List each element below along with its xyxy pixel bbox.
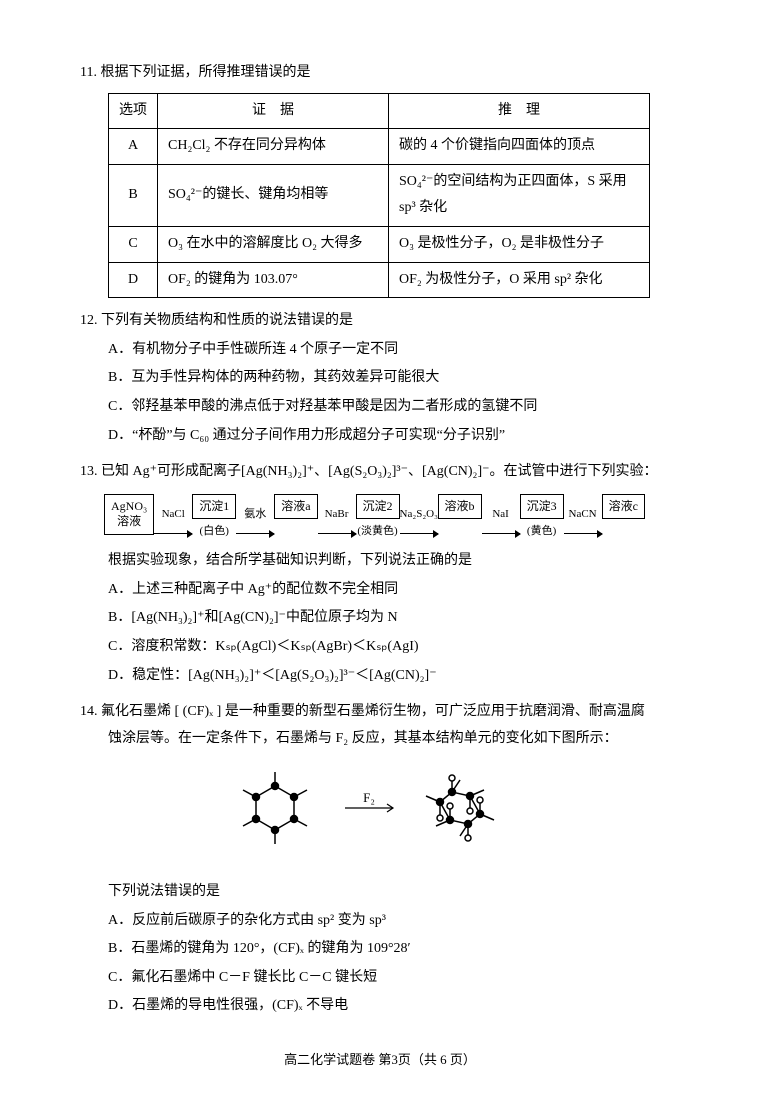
q11-text: 根据下列证据，所得推理错误的是 — [100, 65, 310, 80]
flow-node: 沉淀3 (黄色) — [520, 494, 564, 542]
q13-flow-diagram: AgNO₃ 溶液 NaCl 沉淀1 (白色) 氨水 溶液a NaBr 沉淀2 (… — [104, 494, 680, 542]
q11-stem: 11. 根据下列证据，所得推理错误的是 — [80, 60, 680, 87]
q14-opt-c: C．氟化石墨烯中 C－F 键长比 C－C 键长短 — [108, 965, 680, 992]
flow-arrow: NaCN — [564, 504, 602, 534]
q14-options: 下列说法错误的是 A．反应前后碳原子的杂化方式由 sp² 变为 sp³ B．石墨… — [80, 879, 680, 1020]
q11-th-2: 推 理 — [389, 93, 650, 129]
q12-opt-c: C．邻羟基苯甲酸的沸点低于对羟基苯甲酸是因为二者形成的氢键不同 — [108, 394, 680, 421]
flow-box: 溶液c — [602, 494, 645, 520]
q11-th-1: 证 据 — [158, 93, 389, 129]
cell: SO₄²⁻的空间结构为正四面体，S 采用 sp³ 杂化 — [389, 164, 650, 226]
arrow-label: NaCN — [569, 508, 597, 520]
cell: C — [109, 226, 158, 262]
q14-text1: 氟化石墨烯 [ (CF)ₓ ] 是一种重要的新型石墨烯衍生物，可广泛应用于抗磨润… — [101, 704, 645, 719]
q12-opt-b: B．互为手性异构体的两种药物，其药效差异可能很大 — [108, 365, 680, 392]
flow-sub: (黄色) — [527, 521, 556, 542]
cell: O₃ 在水中的溶解度比 O₂ 大得多 — [158, 226, 389, 262]
cell: OF₂ 的键角为 103.07° — [158, 262, 389, 298]
question-12: 12. 下列有关物质结构和性质的说法错误的是 A．有机物分子中手性碳所连 4 个… — [80, 308, 680, 449]
flow-node: 溶液a — [274, 494, 317, 522]
q12-text: 下列有关物质结构和性质的说法错误的是 — [101, 313, 353, 328]
question-14: 14. 氟化石墨烯 [ (CF)ₓ ] 是一种重要的新型石墨烯衍生物，可广泛应用… — [80, 699, 680, 1020]
q14-opt-d: D．石墨烯的导电性很强，(CF)ₓ 不导电 — [108, 993, 680, 1020]
cell: A — [109, 129, 158, 165]
q14-figure: F₂ — [80, 758, 680, 869]
flow-box: 溶液a — [274, 494, 317, 520]
q13-stem: 13. 已知 Ag⁺可形成配离子[Ag(NH₃)₂]⁺、[Ag(S₂O₃)₂]³… — [80, 459, 680, 486]
q11-table: 选项 证 据 推 理 A CH₂Cl₂ 不存在同分异构体 碳的 4 个价键指向四… — [108, 93, 650, 299]
flow-arrow: NaBr — [318, 504, 356, 534]
q13-subtext: 根据实验现象，结合所学基础知识判断，下列说法正确的是 — [80, 548, 680, 575]
q13-opt-b: B．[Ag(NH₃)₂]⁺和[Ag(CN)₂]⁻中配位原子均为 N — [108, 605, 680, 632]
table-row: A CH₂Cl₂ 不存在同分异构体 碳的 4 个价键指向四面体的顶点 — [109, 129, 650, 165]
cell: CH₂Cl₂ 不存在同分异构体 — [158, 129, 389, 165]
q13-opt-c: C．溶度积常数：Kₛₚ(AgCl)＜Kₛₚ(AgBr)＜Kₛₚ(AgI) — [108, 634, 680, 661]
arrow-label: NaCl — [162, 508, 185, 520]
q13-text: 已知 Ag⁺可形成配离子[Ag(NH₃)₂]⁺、[Ag(S₂O₃)₂]³⁻、[A… — [101, 464, 658, 479]
q13-opt-a: A．上述三种配离子中 Ag⁺的配位数不完全相同 — [108, 577, 680, 604]
question-13: 13. 已知 Ag⁺可形成配离子[Ag(NH₃)₂]⁺、[Ag(S₂O₃)₂]³… — [80, 459, 680, 689]
q12-options: A．有机物分子中手性碳所连 4 个原子一定不同 B．互为手性异构体的两种药物，其… — [80, 337, 680, 449]
arrow-label: NaBr — [325, 508, 349, 520]
flow-sub: (淡黄色) — [357, 521, 397, 542]
graphene-reaction-icon: F₂ — [220, 758, 540, 858]
q12-stem: 12. 下列有关物质结构和性质的说法错误的是 — [80, 308, 680, 335]
cell: OF₂ 为极性分子，O 采用 sp² 杂化 — [389, 262, 650, 298]
arrow-label: NaI — [492, 508, 509, 520]
q13-num: 13. — [80, 464, 98, 479]
flow-node: 沉淀1 (白色) — [192, 494, 236, 542]
cell: O₃ 是极性分子，O₂ 是非极性分子 — [389, 226, 650, 262]
table-row: D OF₂ 的键角为 103.07° OF₂ 为极性分子，O 采用 sp² 杂化 — [109, 262, 650, 298]
flow-box: 沉淀1 — [192, 494, 236, 520]
flow-arrow: NaCl — [154, 504, 192, 534]
q11-th-0: 选项 — [109, 93, 158, 129]
flow-arrow: Na₂S₂O₃ — [400, 504, 438, 534]
page-footer: 高二化学试题卷 第3页（共 6 页） — [80, 1048, 680, 1073]
flow-arrow: NaI — [482, 504, 520, 534]
arrow-label: Na₂S₂O₃ — [400, 508, 438, 520]
flow-node: 溶液c — [602, 494, 645, 522]
flow-sub: (白色) — [200, 521, 229, 542]
cell: SO₄²⁻的键长、键角均相等 — [158, 164, 389, 226]
cell: 碳的 4 个价键指向四面体的顶点 — [389, 129, 650, 165]
q12-opt-a: A．有机物分子中手性碳所连 4 个原子一定不同 — [108, 337, 680, 364]
q14-stem: 14. 氟化石墨烯 [ (CF)ₓ ] 是一种重要的新型石墨烯衍生物，可广泛应用… — [80, 699, 680, 726]
q11-num: 11. — [80, 65, 97, 80]
q13-sub: 根据实验现象，结合所学基础知识判断，下列说法正确的是 A．上述三种配离子中 Ag… — [80, 548, 680, 689]
flow-box: 溶液b — [438, 494, 482, 520]
flow-arrow: 氨水 — [236, 504, 274, 534]
q14-num: 14. — [80, 704, 98, 719]
q14-subtext: 下列说法错误的是 — [80, 879, 680, 906]
q12-num: 12. — [80, 313, 98, 328]
question-11: 11. 根据下列证据，所得推理错误的是 选项 证 据 推 理 A CH₂Cl₂ … — [80, 60, 680, 298]
flow-box: 沉淀2 — [356, 494, 400, 520]
flow-box: 沉淀3 — [520, 494, 564, 520]
fig-label: F₂ — [363, 790, 375, 805]
q14-opt-a: A．反应前后碳原子的杂化方式由 sp² 变为 sp³ — [108, 908, 680, 935]
flow-node: 溶液b — [438, 494, 482, 522]
flow-node-start: AgNO₃ 溶液 — [104, 494, 154, 535]
cell: B — [109, 164, 158, 226]
flow-start-bot: 溶液 — [117, 514, 141, 528]
flow-node: 沉淀2 (淡黄色) — [356, 494, 400, 542]
q12-opt-d: D．“杯酚”与 C₆₀ 通过分子间作用力形成超分子可实现“分子识别” — [108, 423, 680, 450]
arrow-label: 氨水 — [244, 508, 266, 520]
q14-opt-b: B．石墨烯的键角为 120°，(CF)ₓ 的键角为 109°28′ — [108, 936, 680, 963]
q13-opt-d: D．稳定性：[Ag(NH₃)₂]⁺＜[Ag(S₂O₃)₂]³⁻＜[Ag(CN)₂… — [108, 663, 680, 690]
table-row: C O₃ 在水中的溶解度比 O₂ 大得多 O₃ 是极性分子，O₂ 是非极性分子 — [109, 226, 650, 262]
cell: D — [109, 262, 158, 298]
flow-start-top: AgNO₃ — [111, 499, 147, 513]
q14-stem2: 蚀涂层等。在一定条件下，石墨烯与 F₂ 反应，其基本结构单元的变化如下图所示： — [80, 726, 680, 753]
flow-box-start: AgNO₃ 溶液 — [104, 494, 154, 535]
table-row: B SO₄²⁻的键长、键角均相等 SO₄²⁻的空间结构为正四面体，S 采用 sp… — [109, 164, 650, 226]
